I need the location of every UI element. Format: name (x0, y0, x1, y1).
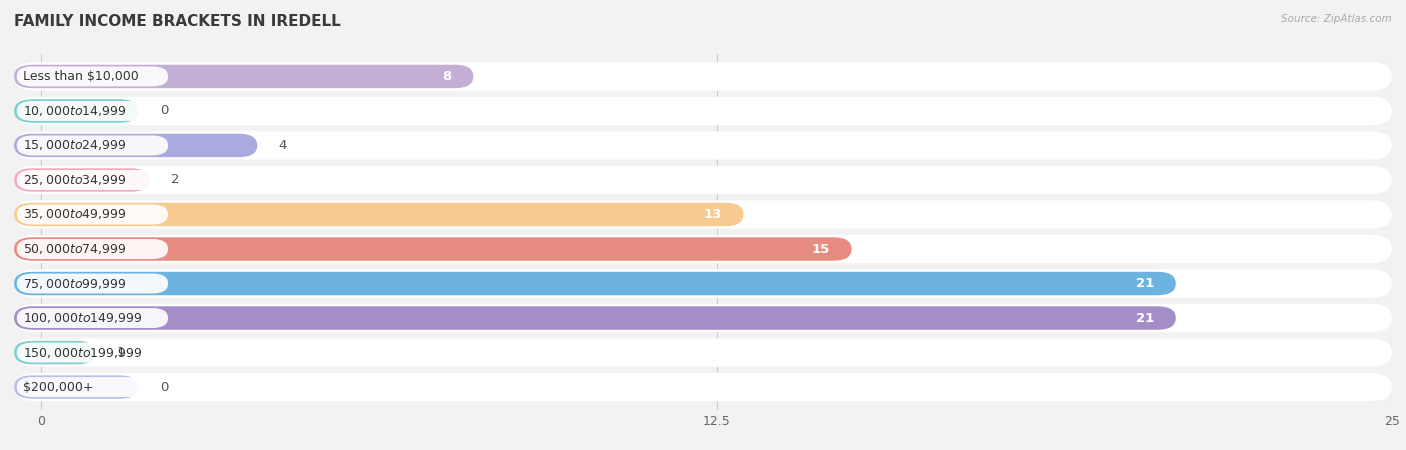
Text: 4: 4 (278, 139, 287, 152)
Text: $50,000 to $74,999: $50,000 to $74,999 (24, 242, 127, 256)
FancyBboxPatch shape (14, 65, 474, 88)
FancyBboxPatch shape (14, 375, 138, 399)
FancyBboxPatch shape (17, 377, 169, 397)
Text: Source: ZipAtlas.com: Source: ZipAtlas.com (1281, 14, 1392, 23)
FancyBboxPatch shape (14, 373, 1392, 401)
FancyBboxPatch shape (14, 97, 1392, 125)
FancyBboxPatch shape (14, 62, 1392, 90)
Text: FAMILY INCOME BRACKETS IN IREDELL: FAMILY INCOME BRACKETS IN IREDELL (14, 14, 340, 28)
FancyBboxPatch shape (14, 203, 744, 226)
FancyBboxPatch shape (17, 239, 169, 259)
FancyBboxPatch shape (17, 135, 169, 155)
FancyBboxPatch shape (17, 308, 169, 328)
FancyBboxPatch shape (14, 341, 96, 364)
Text: $35,000 to $49,999: $35,000 to $49,999 (24, 207, 127, 221)
Text: 13: 13 (703, 208, 721, 221)
Text: $15,000 to $24,999: $15,000 to $24,999 (24, 139, 127, 153)
FancyBboxPatch shape (14, 237, 852, 261)
FancyBboxPatch shape (14, 134, 257, 157)
FancyBboxPatch shape (14, 272, 1175, 295)
FancyBboxPatch shape (17, 101, 169, 121)
FancyBboxPatch shape (14, 131, 1392, 160)
Text: 21: 21 (1136, 311, 1154, 324)
FancyBboxPatch shape (14, 166, 1392, 194)
Text: 2: 2 (170, 174, 179, 186)
Text: 1: 1 (117, 346, 125, 359)
Text: $10,000 to $14,999: $10,000 to $14,999 (24, 104, 127, 118)
FancyBboxPatch shape (17, 67, 169, 86)
FancyBboxPatch shape (14, 270, 1392, 297)
FancyBboxPatch shape (17, 274, 169, 293)
Text: 0: 0 (160, 104, 169, 117)
FancyBboxPatch shape (14, 168, 149, 192)
FancyBboxPatch shape (14, 235, 1392, 263)
Text: Less than $10,000: Less than $10,000 (24, 70, 139, 83)
Text: $75,000 to $99,999: $75,000 to $99,999 (24, 276, 127, 291)
Text: 8: 8 (443, 70, 451, 83)
Text: 21: 21 (1136, 277, 1154, 290)
Text: $100,000 to $149,999: $100,000 to $149,999 (24, 311, 142, 325)
FancyBboxPatch shape (17, 204, 169, 225)
FancyBboxPatch shape (14, 306, 1175, 330)
Text: 15: 15 (811, 243, 830, 256)
Text: $150,000 to $199,999: $150,000 to $199,999 (24, 346, 142, 360)
FancyBboxPatch shape (14, 99, 138, 123)
Text: $25,000 to $34,999: $25,000 to $34,999 (24, 173, 127, 187)
FancyBboxPatch shape (17, 342, 169, 363)
FancyBboxPatch shape (14, 304, 1392, 332)
FancyBboxPatch shape (14, 200, 1392, 229)
Text: 0: 0 (160, 381, 169, 394)
FancyBboxPatch shape (17, 170, 169, 190)
FancyBboxPatch shape (14, 338, 1392, 367)
Text: $200,000+: $200,000+ (24, 381, 94, 394)
